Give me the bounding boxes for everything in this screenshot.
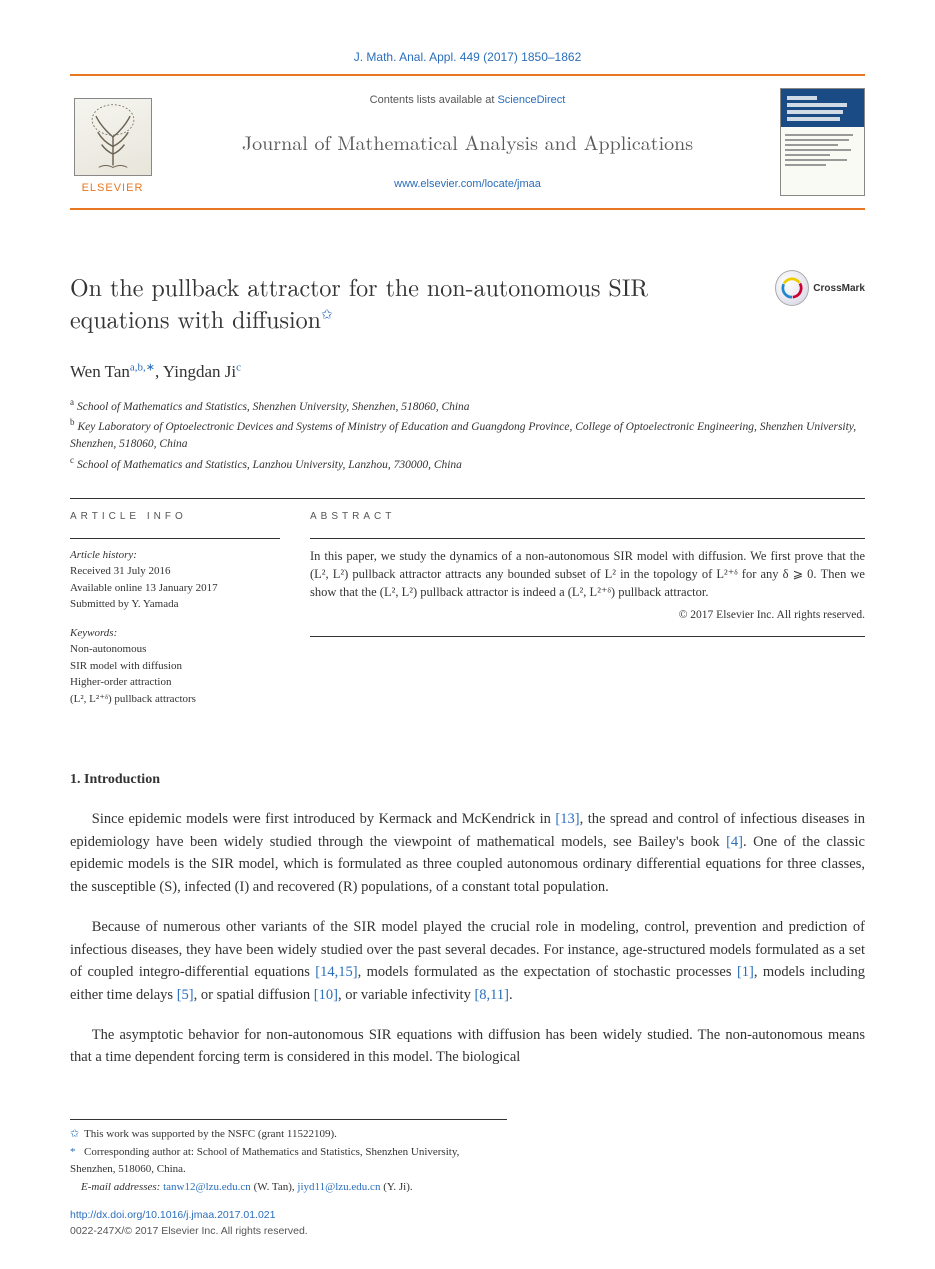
history-submitted: Submitted by Y. Yamada bbox=[70, 596, 280, 613]
affiliation-c: cSchool of Mathematics and Statistics, L… bbox=[70, 454, 865, 474]
header-center: Contents lists available at ScienceDirec… bbox=[171, 88, 764, 196]
affiliation-a: aSchool of Mathematics and Statistics, S… bbox=[70, 396, 865, 416]
intro-para-2: Because of numerous other variants of th… bbox=[70, 916, 865, 1006]
article-history: Article history: Received 31 July 2016 A… bbox=[70, 547, 280, 613]
history-online: Available online 13 January 2017 bbox=[70, 580, 280, 597]
journal-name: Journal of Mathematical Analysis and App… bbox=[242, 117, 693, 167]
author-2-marks: c bbox=[236, 361, 241, 373]
publisher-name: ELSEVIER bbox=[82, 180, 144, 197]
title-row: On the pullback attractor for the non-au… bbox=[70, 270, 865, 335]
crossmark-label: CrossMark bbox=[813, 281, 865, 296]
email-footnote: E-mail addresses: tanw12@lzu.edu.cn (W. … bbox=[70, 1179, 507, 1196]
abstract-text: In this paper, we study the dynamics of … bbox=[310, 547, 865, 601]
citation-bar: J. Math. Anal. Appl. 449 (2017) 1850–186… bbox=[70, 40, 865, 74]
email-1[interactable]: tanw12@lzu.edu.cn bbox=[163, 1181, 251, 1193]
author-2: Yingdan Ji bbox=[163, 362, 236, 381]
abstract-heading: abstract bbox=[310, 509, 865, 534]
abstract-column: abstract In this paper, we study the dyn… bbox=[310, 509, 865, 720]
contents-prefix: Contents lists available at bbox=[370, 94, 498, 106]
ref-5[interactable]: [5] bbox=[177, 987, 194, 1003]
ref-4[interactable]: [4] bbox=[726, 834, 743, 850]
journal-cover-thumb bbox=[780, 88, 865, 196]
email-2[interactable]: jiyd11@lzu.edu.cn bbox=[297, 1181, 380, 1193]
ref-13[interactable]: [13] bbox=[555, 811, 579, 827]
abstract-copyright: © 2017 Elsevier Inc. All rights reserved… bbox=[310, 607, 865, 624]
author-sep: , bbox=[155, 362, 163, 381]
history-received: Received 31 July 2016 bbox=[70, 563, 280, 580]
elsevier-tree-icon bbox=[74, 98, 152, 176]
article-info-column: article info Article history: Received 3… bbox=[70, 509, 280, 720]
corresponding-footnote: *Corresponding author at: School of Math… bbox=[70, 1144, 507, 1177]
title-text: On the pullback attractor for the non-au… bbox=[70, 269, 648, 335]
keyword-3: Higher-order attraction bbox=[70, 674, 280, 691]
funding-footnote: ✩This work was supported by the NSFC (gr… bbox=[70, 1126, 507, 1143]
doi-link[interactable]: http://dx.doi.org/10.1016/j.jmaa.2017.01… bbox=[70, 1208, 865, 1224]
citation-text[interactable]: J. Math. Anal. Appl. 449 (2017) 1850–186… bbox=[354, 50, 582, 64]
contents-line: Contents lists available at ScienceDirec… bbox=[370, 92, 566, 109]
author-1: Wen Tan bbox=[70, 362, 130, 381]
section-1-heading: 1. Introduction bbox=[70, 769, 865, 790]
journal-header: ELSEVIER Contents lists available at Sci… bbox=[70, 74, 865, 210]
doi-block: http://dx.doi.org/10.1016/j.jmaa.2017.01… bbox=[70, 1208, 865, 1240]
ref-14-15[interactable]: [14,15] bbox=[315, 964, 357, 980]
journal-url[interactable]: www.elsevier.com/locate/jmaa bbox=[394, 176, 541, 193]
email-label: E-mail addresses: bbox=[81, 1181, 160, 1193]
article-info-heading: article info bbox=[70, 509, 280, 534]
crossmark-icon bbox=[775, 270, 809, 306]
keyword-1: Non-autonomous bbox=[70, 641, 280, 658]
affiliation-b: bKey Laboratory of Optoelectronic Device… bbox=[70, 416, 865, 453]
info-abstract-row: article info Article history: Received 3… bbox=[70, 498, 865, 720]
intro-para-3: The asymptotic behavior for non-autonomo… bbox=[70, 1024, 865, 1069]
keyword-2: SIR model with diffusion bbox=[70, 658, 280, 675]
issn-copyright: 0022-247X/© 2017 Elsevier Inc. All right… bbox=[70, 1224, 865, 1240]
author-1-marks: a,b,∗ bbox=[130, 361, 155, 373]
crossmark-widget[interactable]: CrossMark bbox=[775, 270, 865, 306]
keywords-block: Keywords: Non-autonomous SIR model with … bbox=[70, 625, 280, 708]
history-label: Article history: bbox=[70, 547, 280, 564]
ref-8-11[interactable]: [8,11] bbox=[474, 987, 509, 1003]
publisher-block: ELSEVIER bbox=[70, 88, 155, 196]
funding-mark: ✩ bbox=[70, 1126, 84, 1143]
footnotes: ✩This work was supported by the NSFC (gr… bbox=[70, 1119, 507, 1196]
corr-mark: * bbox=[70, 1144, 84, 1161]
ref-10[interactable]: [10] bbox=[314, 987, 338, 1003]
page-root: J. Math. Anal. Appl. 449 (2017) 1850–186… bbox=[0, 0, 935, 1269]
paper-title: On the pullback attractor for the non-au… bbox=[70, 270, 755, 335]
affiliations: aSchool of Mathematics and Statistics, S… bbox=[70, 396, 865, 473]
intro-para-1: Since epidemic models were first introdu… bbox=[70, 808, 865, 898]
keyword-4: (L², L²⁺ᵟ) pullback attractors bbox=[70, 691, 280, 708]
title-footnote-mark: ✩ bbox=[321, 304, 333, 324]
authors-line: Wen Tana,b,∗, Yingdan Jic bbox=[70, 359, 865, 385]
sciencedirect-link[interactable]: ScienceDirect bbox=[497, 94, 565, 106]
keywords-label: Keywords: bbox=[70, 625, 280, 642]
ref-1[interactable]: [1] bbox=[737, 964, 754, 980]
